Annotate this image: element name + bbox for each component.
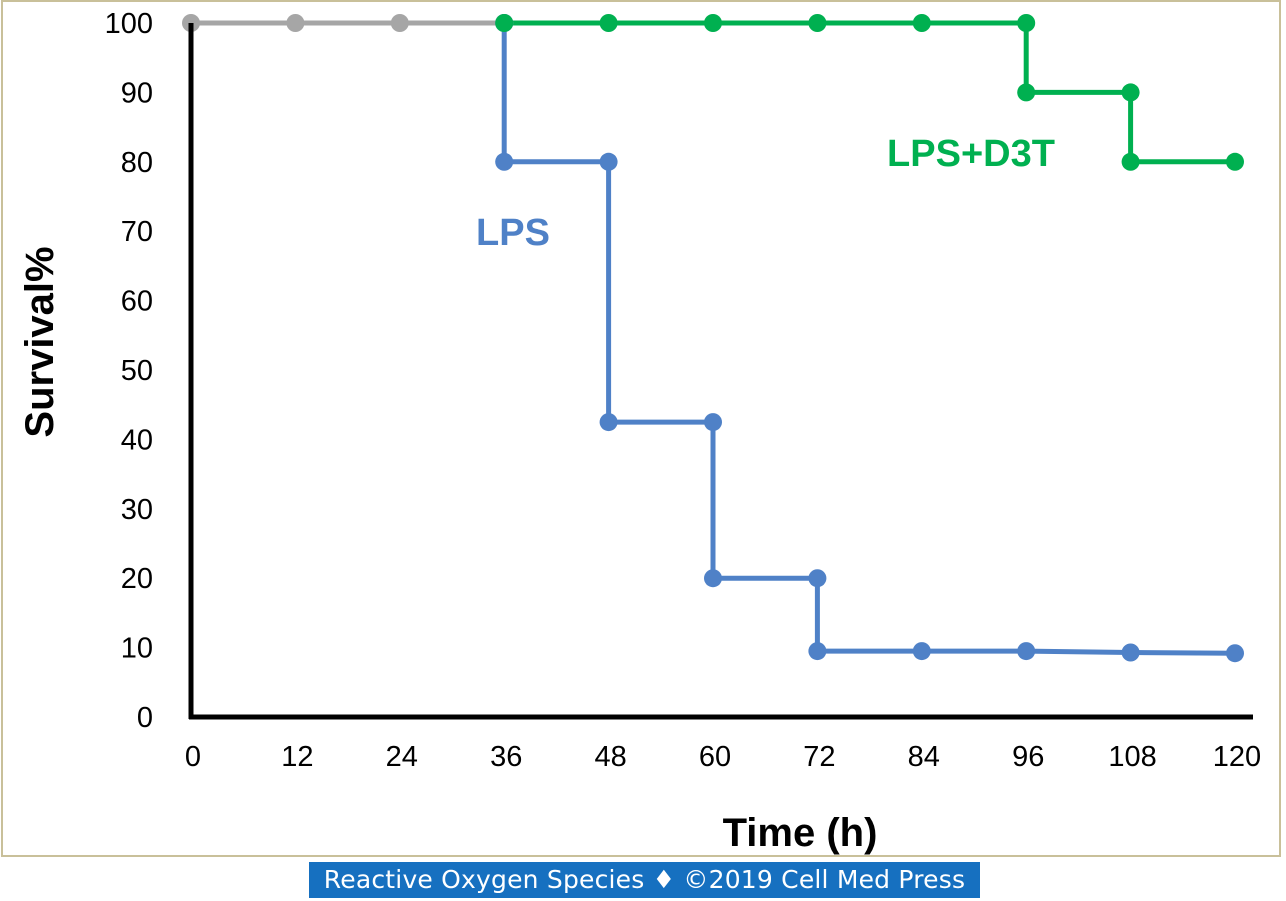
series-label-lps-d3t: LPS+D3T [887,133,1055,175]
y-tick-label: 20 [121,563,153,595]
y-tick-label: 10 [121,633,153,665]
data-point [912,642,931,661]
series-line-2 [504,20,1235,165]
y-tick-label: 60 [121,286,153,318]
y-tick-label: 0 [137,702,153,734]
x-tick-label: 120 [1213,741,1261,773]
y-tick-label: 70 [121,216,153,248]
x-axis-ticks: 0 12 24 36 48 60 72 84 96 108 120 [185,741,1261,773]
x-tick-label: 72 [803,741,835,773]
data-point [1017,642,1036,661]
y-tick-label: 50 [121,355,153,387]
chart-frame: 0 10 20 30 40 50 60 70 80 90 100 0 12 24 36 48 60 72 84 96… [1,0,1281,857]
data-point [704,413,722,432]
data-point [390,14,409,32]
data-point [1226,152,1244,171]
data-point [1017,83,1036,102]
data-point [495,14,514,32]
x-tick-label: 24 [386,741,418,773]
data-point [599,14,618,32]
data-point [1017,14,1036,32]
x-tick-label: 60 [699,741,731,773]
data-point [808,14,827,32]
survival-chart: 0 10 20 30 40 50 60 70 80 90 100 0 12 24 36 48 60 72 84 96… [18,8,1261,855]
series-label-lps: LPS [476,212,550,254]
series-line-1 [501,23,1236,656]
caption-banner: Reactive Oxygen Species ♦ ©2019 Cell Med… [309,862,980,898]
y-tick-label: 80 [121,147,153,179]
x-tick-label: 96 [1012,741,1044,773]
data-point [1226,644,1244,663]
x-tick-label: 36 [490,741,522,773]
data-point [1121,152,1140,171]
x-tick-label: 108 [1108,741,1156,773]
data-point [495,152,514,171]
y-tick-label: 90 [121,77,153,109]
data-point [1121,83,1140,102]
axes [188,23,1253,720]
data-point [808,569,827,588]
series-layer [182,14,1244,663]
data-point [599,152,618,171]
data-point [704,569,722,588]
y-tick-label: 40 [121,424,153,456]
data-point [808,642,827,661]
y-tick-label: 30 [121,494,153,526]
x-tick-label: 84 [908,741,940,773]
data-point [286,14,305,32]
data-point [1121,643,1140,662]
y-axis-title: Survival% [18,246,62,437]
x-tick-label: 0 [185,741,201,773]
x-tick-label: 12 [281,741,313,773]
x-tick-label: 48 [594,741,626,773]
data-point [912,14,931,32]
x-axis-title: Time (h) [723,811,878,855]
data-point [704,14,722,32]
y-tick-label: 100 [105,8,153,40]
y-axis-ticks: 0 10 20 30 40 50 60 70 80 90 100 [105,8,153,734]
data-point [599,413,618,432]
